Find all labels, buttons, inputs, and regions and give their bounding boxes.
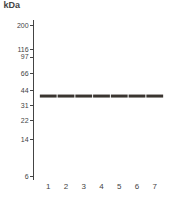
svg-text:kDa: kDa <box>4 0 22 10</box>
svg-text:6: 6 <box>135 182 140 191</box>
svg-text:44: 44 <box>21 87 29 94</box>
svg-text:200: 200 <box>17 22 29 29</box>
svg-text:22: 22 <box>21 117 29 124</box>
svg-text:6: 6 <box>25 173 29 180</box>
svg-text:2: 2 <box>64 182 69 191</box>
svg-text:4: 4 <box>99 182 104 191</box>
svg-text:31: 31 <box>21 102 29 109</box>
svg-text:97: 97 <box>21 53 29 60</box>
svg-text:7: 7 <box>153 182 158 191</box>
svg-text:116: 116 <box>17 46 28 53</box>
svg-text:1: 1 <box>46 182 51 191</box>
svg-text:66: 66 <box>21 70 29 77</box>
svg-text:14: 14 <box>21 136 29 143</box>
svg-text:5: 5 <box>117 182 122 191</box>
svg-text:3: 3 <box>82 182 87 191</box>
